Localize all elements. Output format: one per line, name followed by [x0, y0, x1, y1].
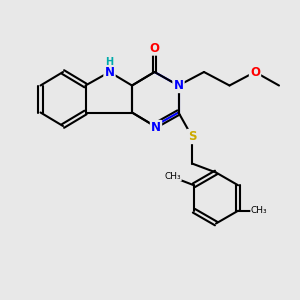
- Text: O: O: [250, 65, 260, 79]
- Text: N: N: [151, 121, 161, 134]
- Text: N: N: [104, 65, 115, 79]
- Text: N: N: [173, 79, 184, 92]
- Text: CH₃: CH₃: [165, 172, 181, 181]
- Text: O: O: [149, 41, 160, 55]
- Text: S: S: [188, 130, 196, 143]
- Text: H: H: [105, 57, 114, 67]
- Text: CH₃: CH₃: [251, 206, 267, 215]
